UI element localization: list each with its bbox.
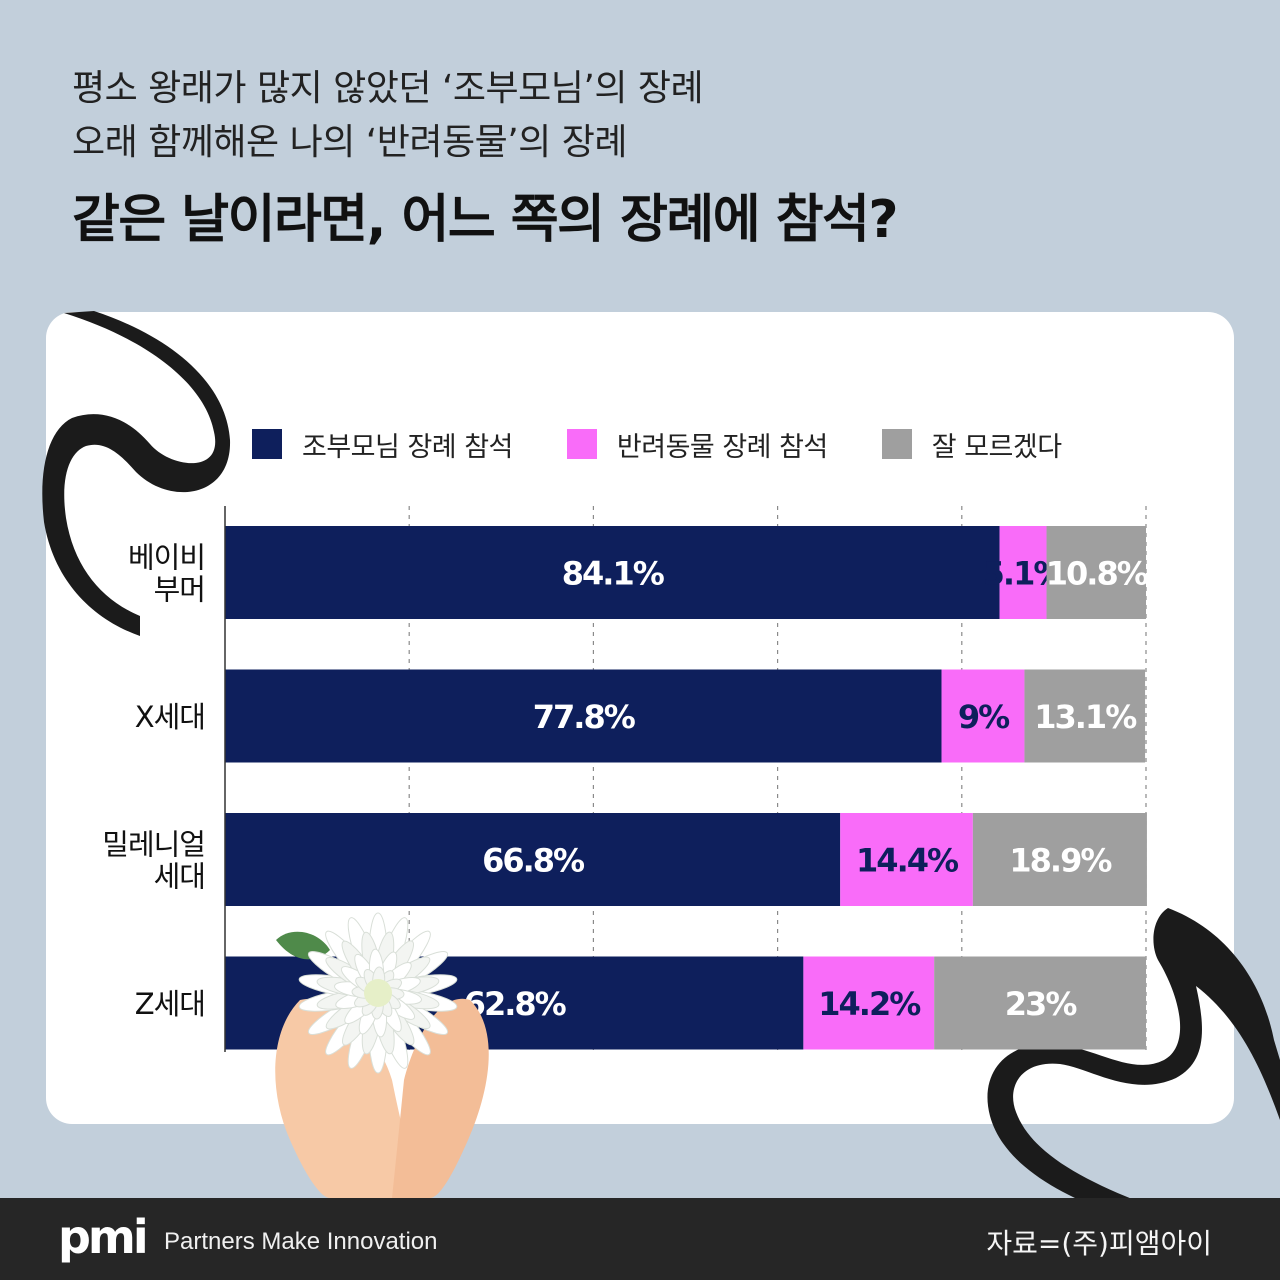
bar-segment — [803, 956, 935, 1050]
data-label: 84.1% — [562, 555, 665, 593]
bar-segment — [1024, 669, 1146, 763]
legend-swatch-grandparents — [252, 429, 282, 459]
data-label: 14.2% — [818, 985, 921, 1023]
bar-segment — [972, 813, 1147, 906]
left-hand — [275, 998, 420, 1198]
data-label: 18.9% — [1009, 842, 1112, 880]
data-label: 9% — [958, 698, 1010, 736]
category-label: 세대 — [154, 860, 205, 894]
hands-flower-illustration — [275, 912, 489, 1198]
footer-tagline: Partners Make Innovation — [164, 1228, 438, 1255]
ribbon-bottom-right — [987, 908, 1280, 1212]
subtitle-line-1: 평소 왕래가 많지 않았던 ‘조부모님’의 장례 — [72, 68, 704, 109]
source-credit: 자료=(주)피앰아이 — [986, 1227, 1212, 1260]
flower-center — [364, 979, 392, 1007]
data-label: 14.4% — [856, 842, 959, 880]
bar-segment — [941, 669, 1025, 763]
legend-label-grandparents: 조부모님 장례 참석 — [302, 431, 513, 463]
category-label: X세대 — [135, 700, 205, 734]
data-label: 66.8% — [482, 842, 585, 880]
bar-segment — [225, 669, 942, 763]
data-label: 23% — [1005, 985, 1078, 1023]
bar-segment — [225, 526, 1000, 619]
ribbon-top-left — [42, 311, 231, 636]
legend-item-grandparents: 조부모님 장례 참석 — [252, 425, 513, 464]
chart-title: 같은 날이라면, 어느 쪽의 장례에 참석? — [72, 190, 899, 250]
ribbon-bottom-right-path — [987, 908, 1280, 1212]
category-label: Z세대 — [135, 987, 205, 1021]
subtitle-line-2: 오래 함께해온 나의 ‘반려동물’의 장례 — [72, 122, 627, 163]
legend-label-unsure: 잘 모르겠다 — [931, 431, 1062, 463]
legend-swatch-pet — [566, 429, 597, 459]
legend: 조부모님 장례 참석 반려동물 장례 참석 잘 모르겠다 — [252, 424, 1116, 464]
header: 평소 왕래가 많지 않았던 ‘조부모님’의 장례 오래 함께해온 나의 ‘반려동… — [72, 62, 899, 252]
bar-segment — [1046, 526, 1146, 619]
bar-segment — [840, 813, 973, 906]
legend-item-pet: 반려동물 장례 참석 — [566, 425, 828, 464]
data-label: 77.8% — [533, 698, 636, 736]
pmi-logo: pmi — [58, 1210, 149, 1264]
bar-segment — [225, 813, 841, 906]
legend-swatch-unsure — [881, 429, 912, 459]
legend-label-pet: 반려동물 장례 참석 — [616, 431, 828, 463]
data-label: 10.8% — [1046, 555, 1149, 593]
category-label: 부머 — [154, 573, 205, 607]
footer: pmi Partners Make Innovation 자료=(주)피앰아이 — [0, 1198, 1280, 1280]
bar-segment — [999, 526, 1047, 619]
category-label: 밀레니얼 — [102, 828, 205, 862]
category-label: 베이비 — [128, 541, 205, 575]
bar-segment — [934, 956, 1146, 1050]
legend-item-unsure: 잘 모르겠다 — [881, 425, 1062, 464]
ribbon-top-left-path — [42, 311, 231, 636]
data-label: 13.1% — [1034, 698, 1137, 736]
